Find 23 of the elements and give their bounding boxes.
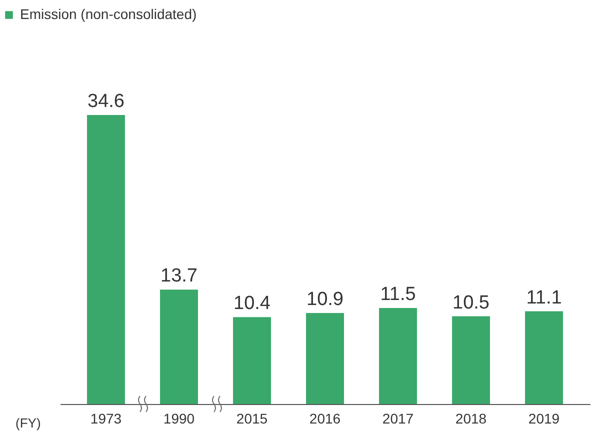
bar — [306, 312, 344, 404]
x-tick-label: 2019 — [528, 410, 560, 426]
data-label: 13.7 — [160, 266, 198, 287]
x-tick-label: 2017 — [382, 410, 414, 426]
x-tick-label: 2015 — [236, 410, 268, 426]
x-tick-label: 1973 — [90, 410, 122, 426]
x-tick-label: 1990 — [163, 410, 195, 426]
bar — [525, 311, 563, 404]
x-tick-label: 2016 — [309, 410, 341, 426]
data-label: 11.5 — [380, 284, 416, 305]
data-label: 10.9 — [306, 288, 344, 310]
legend-label: Emission (non-consolidated) — [20, 6, 197, 22]
bar — [160, 290, 198, 404]
bar — [379, 308, 417, 404]
data-label: 10.4 — [234, 293, 271, 314]
bar — [452, 316, 490, 404]
x-axis-title: (FY) — [16, 416, 41, 430]
data-label: 11.1 — [526, 287, 562, 308]
x-tick-label: 2018 — [455, 410, 487, 426]
bar — [87, 115, 125, 404]
bar — [233, 317, 271, 404]
data-label: 10.5 — [452, 292, 490, 314]
data-label: 34.6 — [88, 91, 124, 112]
